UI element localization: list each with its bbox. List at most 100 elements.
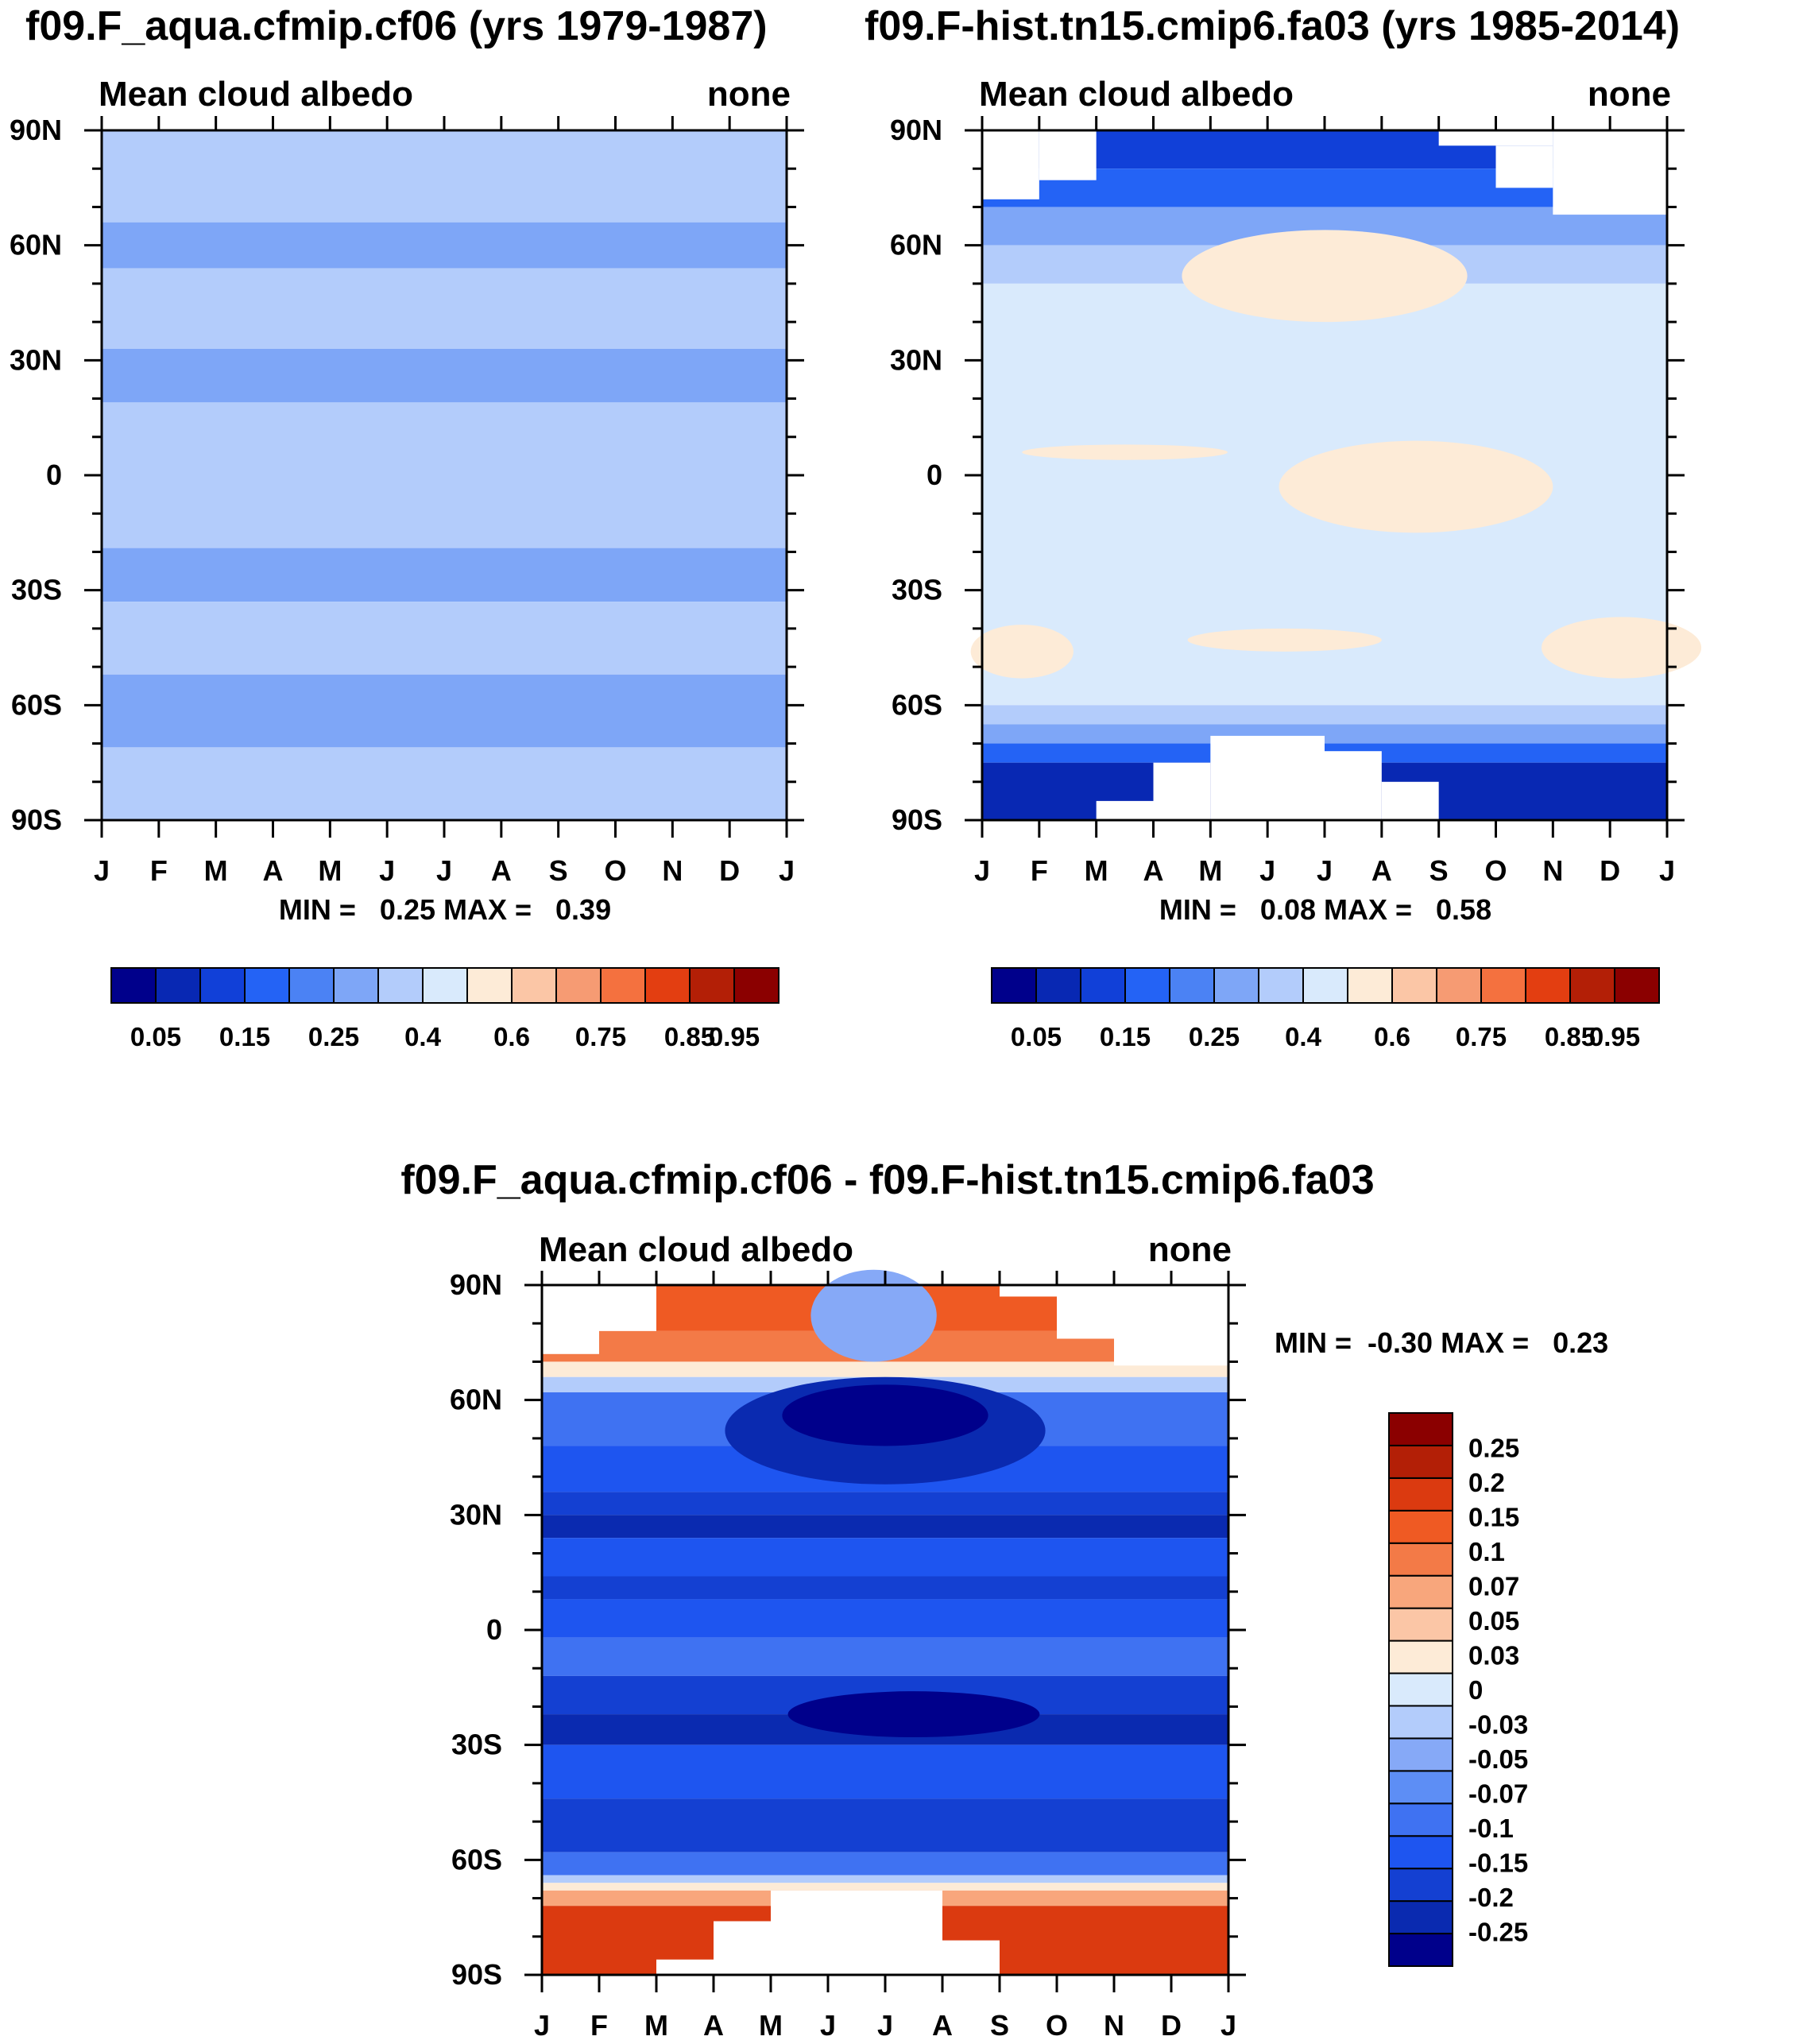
y-tick-label: 0 [486, 1613, 502, 1646]
colorbar-box [1388, 1607, 1453, 1642]
colorbar-box [199, 967, 246, 1004]
contour-band-2 [102, 268, 787, 349]
x-tick-label: O [1046, 2009, 1068, 2042]
x-tick-label: S [1429, 854, 1449, 887]
panel2-plot: J F M A M J J A S O N D J 90N 60N 30N 0 30S 60S 90S [890, 114, 1702, 887]
contour-band-16 [542, 1852, 1228, 1876]
x-tick-label: A [1143, 854, 1164, 887]
colorbar-label: 0.75 [575, 1022, 626, 1051]
colorbar-box [1388, 1802, 1453, 1837]
colorbar-label: 0.85 [664, 1022, 715, 1051]
colorbar-label: 0 [1468, 1675, 1483, 1705]
y-tick-label: 90S [451, 1958, 502, 1991]
y-tick-label: 90S [11, 803, 62, 836]
missing-region-0 [542, 1285, 599, 1354]
colorbar-box [644, 967, 691, 1004]
colorbar-label: 0.2 [1468, 1468, 1505, 1497]
contour-band-0 [102, 130, 787, 223]
panel3-left-label: Mean cloud albedo [539, 1230, 853, 1269]
y-tick-label: 60N [450, 1384, 502, 1416]
top-right-title: f09.F-hist.tn15.cmip6.fa03 (yrs 1985-201… [865, 3, 1680, 49]
panel1-colorbar: 0.05 0.15 0.25 0.4 0.6 0.75 0.850.95 [110, 967, 780, 1051]
x-tick-label: J [94, 854, 110, 887]
y-tick-label: 90N [890, 114, 942, 146]
missing-region-8 [1325, 751, 1382, 820]
y-tick-label: 60S [892, 688, 942, 721]
y-tick-label: 0 [46, 459, 62, 491]
colorbar-label: 0.15 [1468, 1503, 1519, 1532]
panel1-left-label: Mean cloud albedo [99, 75, 413, 114]
x-tick-label: O [604, 854, 626, 887]
colorbar-box [1388, 1705, 1453, 1740]
colorbar-label: -0.15 [1468, 1849, 1528, 1878]
x-tick-label: F [1031, 854, 1048, 887]
missing-region-6 [714, 1921, 771, 1975]
colorbar-label: 0.25 [1189, 1022, 1240, 1051]
x-tick-label: A [1371, 854, 1392, 887]
contour-band-8 [102, 747, 787, 820]
x-tick-label: S [549, 854, 568, 887]
missing-region-1 [599, 1285, 656, 1331]
colorbar-box [155, 967, 201, 1004]
colorbar-box [555, 967, 602, 1004]
y-tick-label: 90N [10, 114, 62, 146]
panel1-right-label: none [707, 75, 791, 114]
contour-band-11 [542, 1637, 1228, 1676]
colorbar-box [1614, 967, 1660, 1004]
x-tick-label: D [719, 854, 740, 887]
colorbar-label: 0.85 [1545, 1022, 1596, 1051]
contour-band-10 [542, 1599, 1228, 1638]
y-tick-label: 30N [450, 1498, 502, 1531]
x-tick-label: M [318, 854, 342, 887]
colorbar-label: 0.95 [1589, 1022, 1640, 1051]
panel-top-left: Mean cloud albedo none J F M A M J J A S O N D J 90N 6… [10, 75, 804, 1051]
x-tick-label: F [150, 854, 168, 887]
colorbar-box [1391, 967, 1437, 1004]
contour-band-17 [542, 1875, 1228, 1883]
y-tick-label: 60S [451, 1843, 502, 1876]
colorbar-box [1525, 967, 1571, 1004]
panel1-minmax: MIN = 0.25 MAX = 0.39 [279, 893, 611, 926]
x-tick-label: D [1600, 854, 1620, 887]
contour-blob-0 [1182, 230, 1468, 323]
colorbar-box [1388, 1672, 1453, 1707]
contour-blob-3 [970, 625, 1074, 679]
colorbar-box [1213, 967, 1259, 1004]
panel1-plot: J F M A M J J A S O N D J 90N 60N 30N 0 30S 60S 90S [10, 114, 804, 887]
contour-band-5 [102, 548, 787, 602]
colorbar-label: -0.25 [1468, 1918, 1528, 1947]
colorbar-box [1388, 1770, 1453, 1805]
x-tick-label: J [1259, 854, 1275, 887]
colorbar-box [1388, 1509, 1453, 1544]
colorbar-box [1080, 967, 1126, 1004]
x-tick-label: A [703, 2009, 724, 2042]
x-tick-label: J [974, 854, 990, 887]
x-tick-label: M [759, 2009, 783, 2042]
contour-band-7 [102, 674, 787, 748]
colorbar-label: 0.15 [1100, 1022, 1151, 1051]
contour-band-7 [542, 1515, 1228, 1539]
x-tick-label: A [263, 854, 284, 887]
contour-blob-3 [787, 1691, 1040, 1738]
contour-band-1 [102, 222, 787, 269]
panel3-colorbar: 0.25 0.2 0.15 0.1 0.07 0.05 0.03 0 -0.03 -0.05 -0.… [1388, 1412, 1528, 1968]
colorbar-label: 0.05 [130, 1022, 181, 1051]
panel3-minmax: MIN = -0.30 MAX = 0.23 [1275, 1326, 1608, 1359]
colorbar-box [1388, 1477, 1453, 1512]
panel-top-right: Mean cloud albedo none J F M A M J J A S O N D J 90N 6… [890, 75, 1702, 1051]
colorbar-box [1569, 967, 1615, 1004]
missing-region-0 [982, 130, 1039, 199]
x-tick-label: O [1484, 854, 1507, 887]
contour-band-6 [542, 1492, 1228, 1516]
y-tick-label: 60N [10, 229, 62, 261]
y-tick-label: 60N [890, 229, 942, 261]
contour-band-9 [542, 1576, 1228, 1600]
y-tick-label: 90N [450, 1268, 502, 1301]
x-tick-label: F [590, 2009, 608, 2042]
x-tick-label: A [932, 2009, 953, 2042]
x-tick-label: N [1104, 2009, 1124, 2042]
contour-band-18 [542, 1883, 1228, 1891]
y-tick-label: 30S [11, 574, 62, 606]
contour-band-14 [542, 1744, 1228, 1799]
colorbar-box [1169, 967, 1215, 1004]
